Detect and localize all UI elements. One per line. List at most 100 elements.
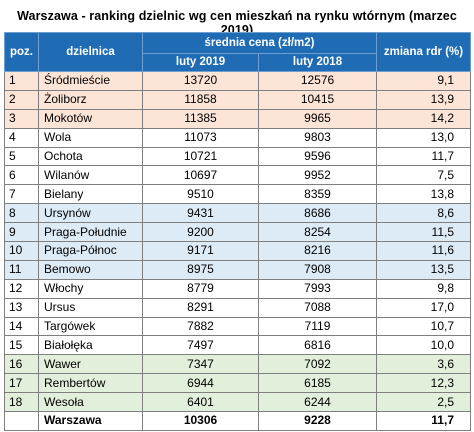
cell-district: Mokotów [38,108,143,129]
cell-price-2018: 12576 [258,71,377,91]
cell-district: Praga-Południe [38,222,143,243]
cell-price-2019: 11073 [142,127,259,148]
table-body: 1 Śródmieście 13720 12576 9,1 2 Żoliborz 11858 1… [4,71,471,431]
cell-district: Bielany [38,184,143,205]
cell-price-2019: 11385 [142,108,259,129]
cell-price-2019: 11858 [142,89,259,110]
cell-price-2018: 9952 [258,165,377,186]
table-header: poz. dzielnica średnia cena (zł/m2) zmia… [4,32,471,72]
cell-change: 17,0 [376,297,471,318]
cell-price-2019: 7497 [142,335,259,356]
cell-price-2018: 8359 [258,184,377,205]
cell-change: 12,3 [376,373,471,394]
cell-poz: 5 [4,146,39,167]
table-row: 11 Bemowo 8975 7908 13,5 [4,259,471,280]
cell-change: 14,2 [376,108,471,129]
cell-change: 13,9 [376,89,471,110]
cell-price-2018: 9965 [258,108,377,129]
header-dzielnica: dzielnica [38,32,143,72]
cell-price-2019: 7347 [142,354,259,375]
cell-change: 8,6 [376,203,471,224]
table-row: 14 Targówek 7882 7119 10,7 [4,316,471,337]
cell-change: 13,5 [376,259,471,280]
table-row: 13 Ursus 8291 7088 17,0 [4,297,471,318]
cell-district: Wilanów [38,165,143,186]
cell-district: Warszawa [38,411,143,431]
cell-district: Targówek [38,316,143,337]
table-row: 1 Śródmieście 13720 12576 9,1 [4,71,471,91]
cell-poz: 13 [4,297,39,318]
cell-district: Bemowo [38,259,143,280]
header-price-group: średnia cena (zł/m2) [142,32,377,54]
cell-price-2019: 10697 [142,165,259,186]
cell-price-2019: 9200 [142,222,259,243]
cell-change: 3,6 [376,354,471,375]
cell-poz: 11 [4,259,39,280]
header-luty-2018: luty 2018 [258,53,377,72]
cell-district: Praga-Północ [38,241,143,261]
cell-change: 11,7 [376,146,471,167]
cell-poz: 17 [4,373,39,394]
cell-price-2018: 7908 [258,259,377,280]
cell-poz: 18 [4,392,39,413]
cell-district: Ursus [38,297,143,318]
cell-price-2019: 10721 [142,146,259,167]
table-row: 3 Mokotów 11385 9965 14,2 [4,108,471,129]
cell-district: Wawer [38,354,143,375]
cell-change: 11,7 [376,411,471,431]
cell-poz: 16 [4,354,39,375]
cell-district: Ursynów [38,203,143,224]
cell-poz [4,411,39,431]
table-row: 2 Żoliborz 11858 10415 13,9 [4,89,471,110]
cell-price-2018: 8686 [258,203,377,224]
cell-poz: 12 [4,278,39,299]
table-row: 9 Praga-Południe 9200 8254 11,5 [4,222,471,243]
cell-district: Włochy [38,278,143,299]
table-row: 10 Praga-Północ 9171 8216 11,6 [4,241,471,261]
cell-price-2018: 8254 [258,222,377,243]
table-row: 15 Białołęka 7497 6816 10,0 [4,335,471,356]
table-row: 5 Ochota 10721 9596 11,7 [4,146,471,167]
cell-price-2019: 6944 [142,373,259,394]
cell-price-2018: 6816 [258,335,377,356]
table-row: 16 Wawer 7347 7092 3,6 [4,354,471,375]
cell-price-2018: 7993 [258,278,377,299]
cell-poz: 2 [4,89,39,110]
cell-price-2019: 10306 [142,411,259,431]
cell-change: 13,0 [376,127,471,148]
cell-price-2019: 8975 [142,259,259,280]
cell-change: 7,5 [376,165,471,186]
cell-price-2019: 8291 [142,297,259,318]
cell-price-2018: 9803 [258,127,377,148]
cell-change: 11,5 [376,222,471,243]
table-row: 17 Rembertów 6944 6185 12,3 [4,373,471,394]
cell-district: Żoliborz [38,89,143,110]
cell-change: 11,6 [376,241,471,261]
total-row: Warszawa 10306 9228 11,7 [4,411,471,431]
cell-price-2019: 8779 [142,278,259,299]
table-row: 18 Wesoła 6401 6244 2,5 [4,392,471,413]
header-change: zmiana rdr (%) [376,32,471,72]
cell-price-2019: 9171 [142,241,259,261]
header-poz: poz. [4,32,39,72]
cell-price-2018: 9228 [258,411,377,431]
cell-poz: 4 [4,127,39,148]
cell-change: 10,0 [376,335,471,356]
cell-district: Ochota [38,146,143,167]
cell-district: Śródmieście [38,71,143,91]
cell-price-2019: 7882 [142,316,259,337]
cell-price-2019: 9431 [142,203,259,224]
cell-district: Rembertów [38,373,143,394]
cell-price-2018: 7092 [258,354,377,375]
table-row: 8 Ursynów 9431 8686 8,6 [4,203,471,224]
cell-price-2018: 6185 [258,373,377,394]
cell-district: Wola [38,127,143,148]
table-row: 7 Bielany 9510 8359 13,8 [4,184,471,205]
cell-poz: 7 [4,184,39,205]
cell-price-2018: 9596 [258,146,377,167]
cell-price-2018: 7088 [258,297,377,318]
table-row: 6 Wilanów 10697 9952 7,5 [4,165,471,186]
cell-poz: 14 [4,316,39,337]
cell-change: 10,7 [376,316,471,337]
cell-poz: 1 [4,71,39,91]
